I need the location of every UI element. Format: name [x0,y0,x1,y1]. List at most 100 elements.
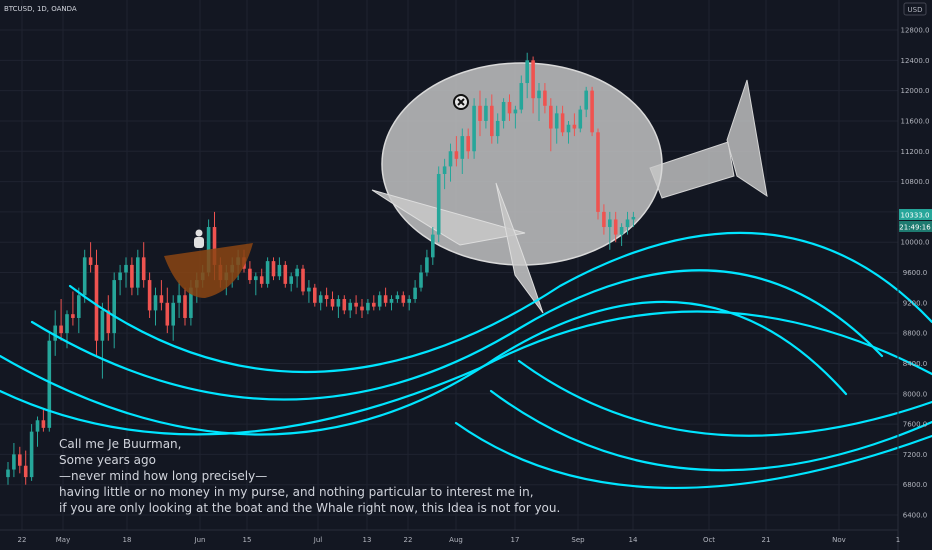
candle [336,295,341,318]
candle [431,227,435,265]
x-tick-label: 18 [123,536,132,544]
candle-body [531,60,535,99]
story-text: Call me Je Buurman, Some years ago —never … [59,437,560,515]
candle [613,211,618,243]
candle-body [277,264,282,277]
whale-belly-fin [495,182,544,314]
candle-body [460,136,465,159]
y-tick-label: 9600.0 [903,269,928,277]
candle [153,287,158,326]
candle [490,94,494,144]
story-line: Some years ago [59,453,156,467]
candle [525,52,529,99]
candle [18,446,22,474]
candle-body [318,295,323,303]
candle [419,264,423,292]
candle [248,261,252,284]
candle-body [549,105,553,129]
x-tick-label: 22 [404,536,413,544]
candle-body [94,264,99,341]
candle [395,291,400,303]
candle [94,249,99,356]
x-tick-label: 22 [18,536,27,544]
candle [130,257,134,296]
candle-body [6,469,10,478]
candle-body [519,83,524,110]
countdown-label: 21:49:16 [899,224,931,232]
candle-body [106,310,111,334]
candle-body [147,280,152,311]
candle [53,310,57,356]
candle [372,295,376,311]
y-tick-label: 8400.0 [903,360,928,368]
story-line: having little or no money in my purse, a… [59,485,534,499]
candle-body [401,295,406,303]
candle [112,272,116,349]
candle [88,242,93,273]
candle [537,83,541,121]
candle-body [389,299,394,303]
candle [318,291,323,311]
candle [283,261,288,288]
x-tick-label: 1 [896,536,900,544]
x-tick-label: 15 [243,536,252,544]
time-axis[interactable]: 22 May 18 Jun 15 Jul 13 22 Aug 17 Sep 14 Oct 21 Nov 1 [0,529,900,544]
candle-body [436,173,441,235]
candle-body [47,340,52,428]
candle [147,272,152,318]
wave-1 [68,231,932,374]
candle [377,291,382,311]
candle-body [466,136,470,152]
candle [171,295,175,341]
y-tick-label: 11600.0 [901,117,930,125]
candle-body [454,151,459,159]
candle-body [130,264,134,288]
candle [106,295,111,341]
candle [6,461,10,485]
candle [413,280,417,303]
candle [289,272,293,292]
boat-drawing[interactable] [164,229,253,299]
candle [401,291,406,307]
candle [348,299,352,318]
candle [578,105,583,133]
price-axis[interactable]: 6400.0 6800.0 7200.0 7600.0 8000.0 8400.0 8800… [897,0,930,550]
candle [342,295,347,315]
candle-body [543,90,547,106]
y-tick-label: 9200.0 [903,299,928,307]
candle [77,287,81,334]
candle [590,86,594,137]
candle-body [301,268,305,292]
candle-body [448,151,453,167]
candle [519,75,524,114]
x-tick-label: Jun [194,536,206,544]
candle [619,223,624,246]
candle [259,268,264,288]
candle [484,98,488,129]
candle-body [372,302,376,307]
x-tick-label: 17 [511,536,520,544]
y-tick-label: 10000.0 [901,239,930,247]
candle-body [608,219,612,228]
candle [478,90,482,137]
countdown-badge [899,221,932,232]
candle [136,249,140,296]
candle [124,257,128,288]
currency-label: USD [908,6,923,14]
candle-body [23,465,28,478]
candle-body [118,272,122,281]
candle-body [265,261,270,284]
candle-body [425,257,429,273]
candle-body [537,90,541,99]
candle-body [283,264,288,284]
candle [360,299,364,318]
currency-box[interactable] [903,2,927,16]
x-tick-label: Jul [313,536,323,544]
candle [277,257,282,281]
candle-body [189,287,193,318]
candle-body [71,314,75,318]
candle-body [307,287,311,292]
story-line: Call me Je Buurman, [59,437,181,451]
candle-body [360,306,364,311]
